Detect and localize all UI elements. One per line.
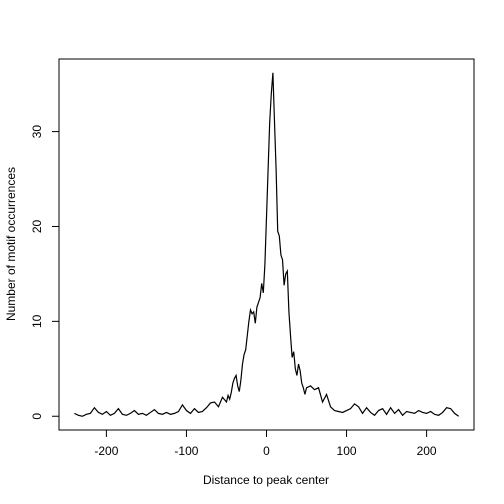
- y-tick-label: 0: [30, 413, 44, 420]
- plot-frame: [58, 58, 475, 431]
- y-axis-label: Number of motif occurrences: [4, 167, 18, 321]
- x-axis-label: Distance to peak center: [203, 473, 329, 487]
- x-tick-label: 0: [263, 444, 270, 458]
- x-tick-label: -200: [94, 444, 118, 458]
- x-tick-label: 100: [337, 444, 357, 458]
- y-tick-label: 30: [30, 125, 44, 139]
- x-tick-label: 200: [417, 444, 437, 458]
- y-tick-label: 10: [30, 314, 44, 328]
- x-tick-label: -100: [174, 444, 198, 458]
- data-line: [74, 72, 459, 417]
- y-tick-label: 20: [30, 219, 44, 233]
